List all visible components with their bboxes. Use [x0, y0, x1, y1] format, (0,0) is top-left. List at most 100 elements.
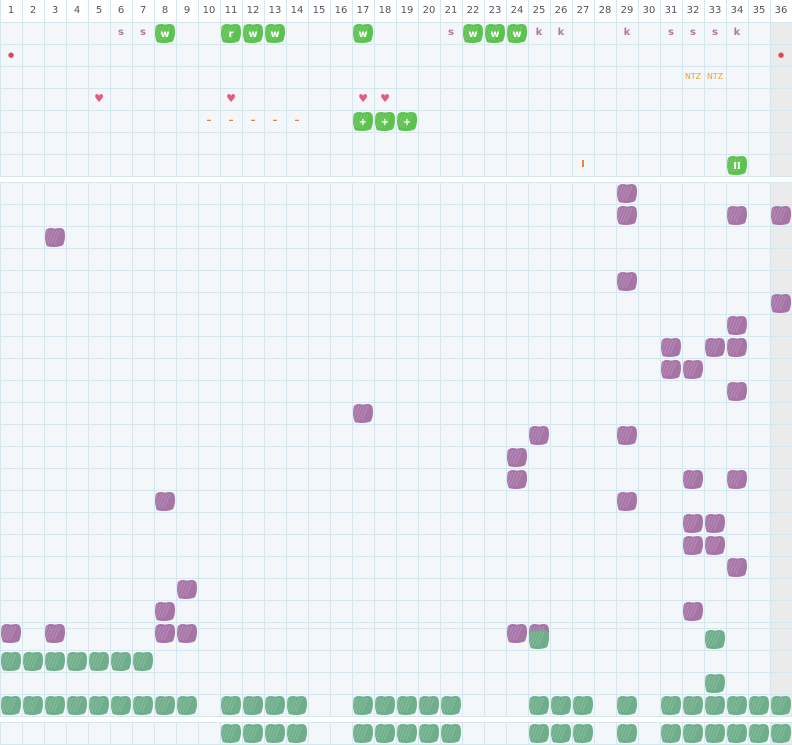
- purple-cell-mark[interactable]: [657, 337, 682, 358]
- teal-cell-mark[interactable]: [129, 651, 154, 672]
- status-badge[interactable]: II: [723, 155, 748, 176]
- teal-cell-mark[interactable]: [261, 723, 286, 744]
- status-badge[interactable]: w: [261, 23, 286, 44]
- teal-cell-mark[interactable]: [701, 723, 726, 744]
- purple-cell-mark[interactable]: [679, 513, 704, 534]
- teal-cell-mark[interactable]: [283, 695, 308, 716]
- status-badge[interactable]: w: [349, 23, 374, 44]
- purple-cell-mark[interactable]: [613, 271, 638, 292]
- purple-cell-mark[interactable]: [679, 535, 704, 556]
- purple-cell-mark[interactable]: [767, 205, 792, 226]
- purple-cell-mark[interactable]: [0, 623, 22, 644]
- teal-cell-mark[interactable]: [525, 695, 550, 716]
- teal-cell-mark[interactable]: [613, 723, 638, 744]
- teal-cell-mark[interactable]: [217, 723, 242, 744]
- teal-cell-mark[interactable]: [63, 695, 88, 716]
- purple-cell-mark[interactable]: [41, 227, 66, 248]
- teal-cell-mark[interactable]: [393, 723, 418, 744]
- teal-cell-mark[interactable]: [0, 651, 22, 672]
- teal-cell-mark[interactable]: [767, 723, 792, 744]
- teal-cell-mark[interactable]: [657, 723, 682, 744]
- teal-cell-mark[interactable]: [41, 651, 66, 672]
- teal-cell-mark[interactable]: [679, 695, 704, 716]
- teal-cell-mark[interactable]: [41, 695, 66, 716]
- status-badge[interactable]: +: [349, 111, 374, 132]
- purple-cell-mark[interactable]: [503, 469, 528, 490]
- teal-cell-mark[interactable]: [63, 651, 88, 672]
- status-badge[interactable]: +: [393, 111, 418, 132]
- teal-cell-mark[interactable]: [415, 695, 440, 716]
- teal-cell-mark[interactable]: [107, 695, 132, 716]
- teal-cell-mark[interactable]: [349, 723, 374, 744]
- status-badge[interactable]: w: [481, 23, 506, 44]
- teal-cell-mark[interactable]: [173, 695, 198, 716]
- teal-cell-mark[interactable]: [701, 673, 726, 694]
- teal-cell-mark[interactable]: [415, 723, 440, 744]
- teal-cell-mark[interactable]: [547, 695, 572, 716]
- teal-cell-mark[interactable]: [261, 695, 286, 716]
- purple-cell-mark[interactable]: [723, 315, 748, 336]
- teal-cell-mark[interactable]: [19, 695, 44, 716]
- purple-cell-mark[interactable]: [723, 469, 748, 490]
- purple-cell-mark[interactable]: [173, 579, 198, 600]
- teal-cell-mark[interactable]: [569, 723, 594, 744]
- status-badge[interactable]: w: [151, 23, 176, 44]
- purple-cell-mark[interactable]: [503, 623, 528, 644]
- teal-cell-mark[interactable]: [129, 695, 154, 716]
- teal-cell-mark[interactable]: [371, 695, 396, 716]
- teal-cell-mark[interactable]: [525, 723, 550, 744]
- purple-cell-mark[interactable]: [679, 601, 704, 622]
- status-badge[interactable]: r: [217, 23, 242, 44]
- teal-cell-mark[interactable]: [437, 695, 462, 716]
- teal-cell-mark[interactable]: [437, 723, 462, 744]
- purple-cell-mark[interactable]: [151, 491, 176, 512]
- purple-cell-mark[interactable]: [701, 513, 726, 534]
- teal-cell-mark[interactable]: [85, 695, 110, 716]
- teal-cell-mark[interactable]: [723, 723, 748, 744]
- teal-cell-mark[interactable]: [349, 695, 374, 716]
- teal-cell-mark[interactable]: [371, 723, 396, 744]
- teal-cell-mark[interactable]: [547, 723, 572, 744]
- purple-cell-mark[interactable]: [679, 359, 704, 380]
- teal-cell-mark[interactable]: [767, 695, 792, 716]
- purple-cell-mark[interactable]: [613, 425, 638, 446]
- teal-cell-mark[interactable]: [701, 695, 726, 716]
- purple-cell-mark[interactable]: [503, 447, 528, 468]
- purple-cell-mark[interactable]: [723, 381, 748, 402]
- purple-cell-mark[interactable]: [767, 293, 792, 314]
- teal-cell-mark[interactable]: [745, 695, 770, 716]
- purple-cell-mark[interactable]: [525, 425, 550, 446]
- status-badge[interactable]: w: [239, 23, 264, 44]
- teal-cell-mark[interactable]: [723, 695, 748, 716]
- teal-cell-mark[interactable]: [85, 651, 110, 672]
- teal-cell-mark[interactable]: [393, 695, 418, 716]
- purple-cell-mark[interactable]: [613, 205, 638, 226]
- purple-cell-mark[interactable]: [723, 337, 748, 358]
- status-badge[interactable]: +: [371, 111, 396, 132]
- purple-cell-mark[interactable]: [151, 623, 176, 644]
- teal-cell-mark[interactable]: [107, 651, 132, 672]
- status-badge[interactable]: w: [459, 23, 484, 44]
- purple-cell-mark[interactable]: [723, 205, 748, 226]
- purple-cell-mark[interactable]: [701, 337, 726, 358]
- purple-cell-mark[interactable]: [173, 623, 198, 644]
- purple-cell-mark[interactable]: [41, 623, 66, 644]
- teal-cell-mark[interactable]: [679, 723, 704, 744]
- teal-cell-mark[interactable]: [239, 695, 264, 716]
- teal-cell-mark[interactable]: [151, 695, 176, 716]
- purple-cell-mark[interactable]: [723, 557, 748, 578]
- teal-cell-mark[interactable]: [701, 629, 726, 650]
- purple-cell-mark[interactable]: [657, 359, 682, 380]
- teal-cell-mark[interactable]: [239, 723, 264, 744]
- teal-cell-mark[interactable]: [0, 695, 22, 716]
- teal-cell-mark[interactable]: [217, 695, 242, 716]
- teal-cell-mark[interactable]: [569, 695, 594, 716]
- teal-cell-mark[interactable]: [745, 723, 770, 744]
- teal-cell-mark[interactable]: [657, 695, 682, 716]
- status-badge[interactable]: w: [503, 23, 528, 44]
- purple-cell-mark[interactable]: [613, 491, 638, 512]
- purple-cell-mark[interactable]: [613, 183, 638, 204]
- purple-cell-mark[interactable]: [679, 469, 704, 490]
- purple-cell-mark[interactable]: [151, 601, 176, 622]
- purple-cell-mark[interactable]: [701, 535, 726, 556]
